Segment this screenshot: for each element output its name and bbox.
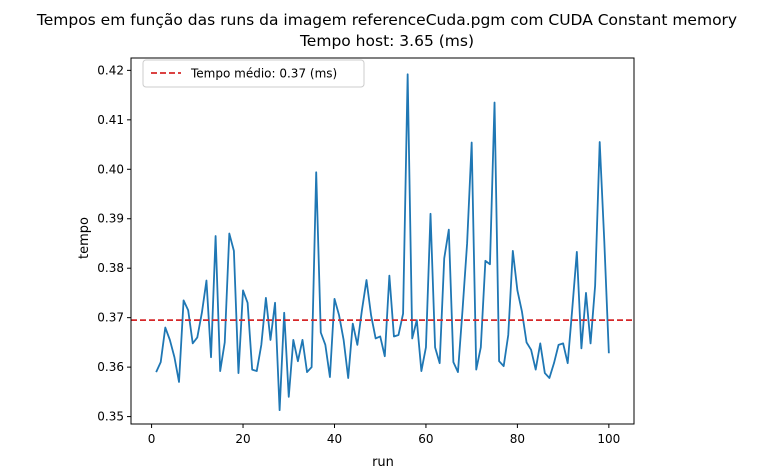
legend-box [142, 59, 365, 88]
y-axis-ticks: 0.35 0.36 0.37 0.38 0.39 0.40 0.41 0.42 [97, 63, 131, 424]
y-tick-label: 0.39 [97, 212, 124, 226]
series-line-0 [155, 73, 610, 412]
x-tick-label: 80 [510, 432, 525, 446]
plot-area [130, 57, 635, 425]
x-tick-label: 20 [235, 432, 250, 446]
y-tick-label: 0.36 [97, 360, 124, 374]
chart-subtitle: Tempo host: 3.65 (ms) [299, 32, 474, 50]
y-axis-label: tempo [77, 217, 92, 259]
x-tick-label: 40 [327, 432, 342, 446]
legend-label-mean: Tempo médio: 0.37 (ms) [190, 67, 337, 81]
y-tick-label: 0.35 [97, 410, 124, 424]
y-tick-label: 0.37 [97, 311, 124, 325]
x-axis-ticks: 0 20 40 60 80 100 [148, 424, 620, 446]
x-tick-label: 0 [148, 432, 156, 446]
x-tick-label: 100 [597, 432, 620, 446]
y-tick-label: 0.40 [97, 162, 124, 176]
chart-title: Tempos em função das runs da imagem refe… [36, 11, 737, 29]
y-tick-label: 0.42 [97, 63, 124, 77]
x-axis-label: run [372, 455, 394, 470]
y-tick-label: 0.41 [97, 113, 124, 127]
legend: Tempo médio: 0.37 (ms) [142, 59, 365, 88]
axes-frame [130, 57, 635, 425]
y-tick-label: 0.38 [97, 261, 124, 275]
x-tick-label: 60 [418, 432, 433, 446]
